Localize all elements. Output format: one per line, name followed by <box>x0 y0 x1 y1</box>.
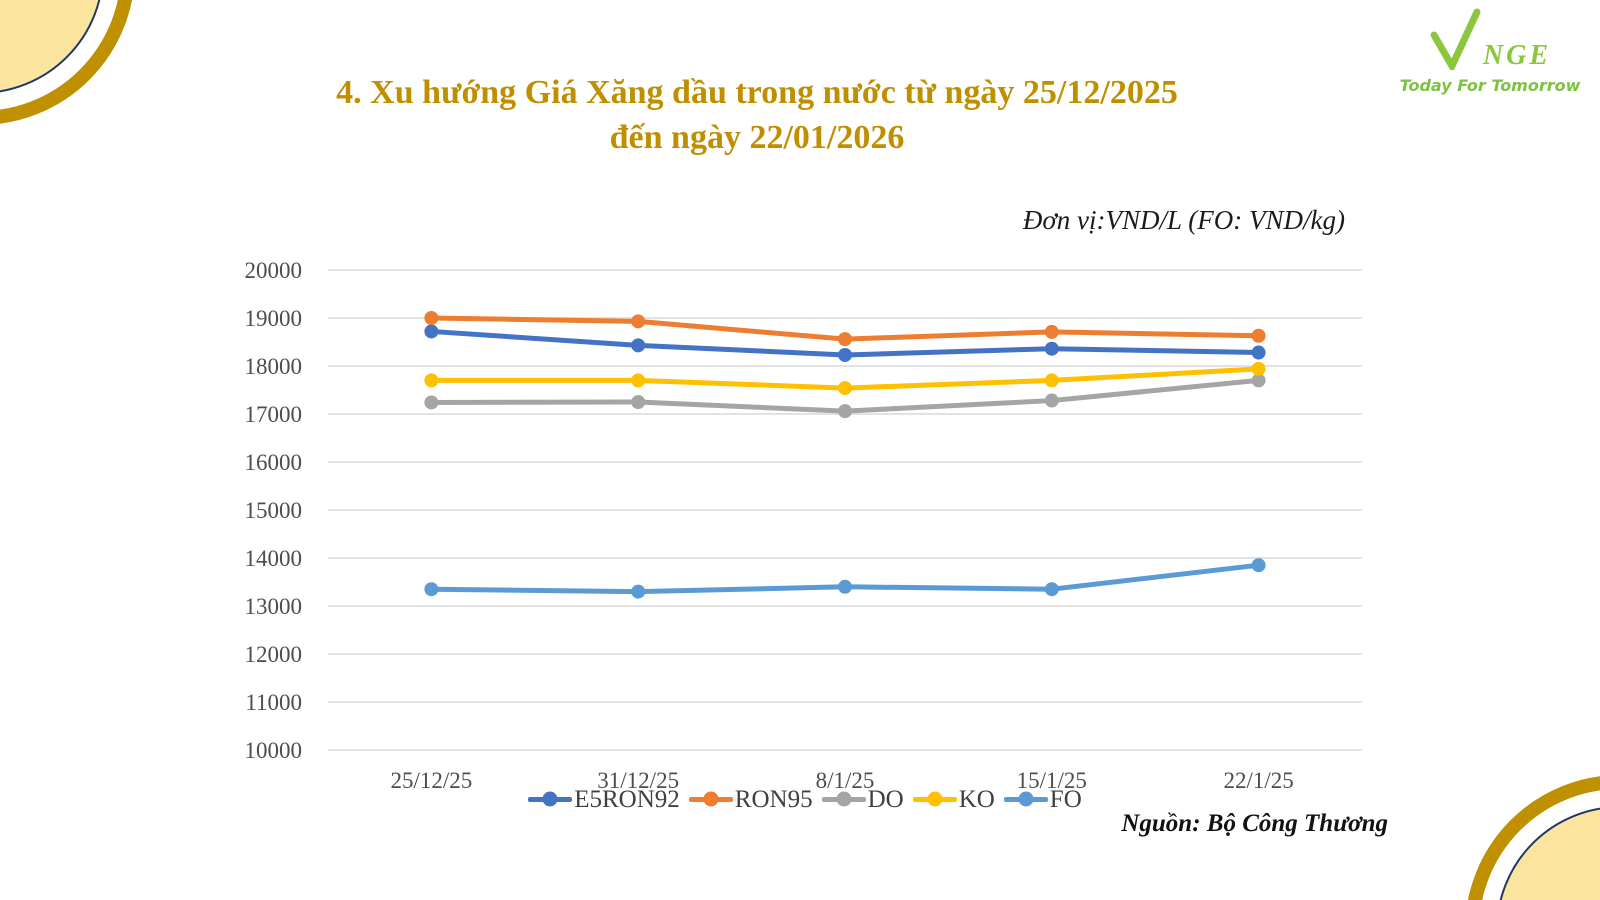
y-axis-label: 12000 <box>245 642 303 667</box>
series-marker-E5RON92 <box>1044 341 1059 356</box>
x-axis-label: 22/1/25 <box>1223 768 1293 793</box>
legend-label-DO: DO <box>867 785 904 813</box>
x-axis-label: 25/12/25 <box>391 768 473 793</box>
series-marker-RON95 <box>838 332 852 347</box>
series-marker-DO <box>424 395 439 410</box>
logo-checkmark-icon <box>1430 8 1481 70</box>
legend-marker-DO <box>821 791 866 807</box>
series-marker-DO <box>1044 393 1059 408</box>
logo: NGE Today For Tomorrow <box>1395 8 1585 95</box>
legend-marker-FO <box>1003 791 1048 807</box>
series-marker-KO <box>838 381 852 396</box>
legend-marker-dot-RON95 <box>703 791 719 807</box>
legend-item-E5RON92: E5RON92 <box>528 787 680 812</box>
y-axis-label: 14000 <box>245 546 303 571</box>
y-axis-label: 17000 <box>245 402 303 427</box>
series-marker-E5RON92 <box>631 338 646 353</box>
series-marker-RON95 <box>1044 324 1059 339</box>
line-chart: 20000 19000 18000 17000 16000 15000 14000 13000… <box>245 258 1362 793</box>
series-marker-FO <box>1251 558 1266 573</box>
logo-tagline: Today For Tomorrow <box>1399 76 1581 95</box>
y-axis-label: 11000 <box>245 690 302 715</box>
series-marker-DO <box>631 395 646 409</box>
series-marker-E5RON92 <box>1251 345 1266 360</box>
series-marker-RON95 <box>1251 328 1266 343</box>
legend-marker-E5RON92 <box>528 791 573 807</box>
series-marker-KO <box>1044 373 1059 388</box>
series-marker-FO <box>631 584 646 599</box>
series-marker-RON95 <box>631 314 646 329</box>
series-marker-KO <box>1251 361 1266 376</box>
slide-title-line1: 4. Xu hướng Giá Xăng dầu trong nước từ n… <box>336 74 1178 111</box>
y-axis-label: 13000 <box>245 594 303 619</box>
series-marker-E5RON92 <box>838 347 852 362</box>
x-axis-label: 31/12/25 <box>597 768 679 793</box>
series-marker-KO <box>424 373 439 388</box>
unit-note: Đơn vị:VND/L (FO: VND/kg) <box>1022 205 1345 235</box>
y-axis-label: 10000 <box>245 738 303 763</box>
slide-title-line2: đến ngày 22/01/2026 <box>609 119 905 156</box>
series-marker-FO <box>1044 582 1059 597</box>
series-marker-KO <box>631 373 646 388</box>
slide-title: 4. Xu hướng Giá Xăng dầu trong nước từ n… <box>57 70 1457 160</box>
legend-item-RON95: RON95 <box>688 785 813 813</box>
y-axis-label: 15000 <box>245 498 303 523</box>
series-marker-E5RON92 <box>424 324 439 339</box>
legend-label-E5RON92: E5RON92 <box>574 785 680 813</box>
series-marker-FO <box>424 582 439 597</box>
legend-item-KO: KO <box>912 785 995 813</box>
y-axis-label: 19000 <box>245 306 303 331</box>
y-axis-label: 20000 <box>245 258 303 283</box>
y-axis-label: 18000 <box>245 354 303 379</box>
x-axis-label: 15/1/25 <box>1017 768 1087 793</box>
legend-item-DO: DO <box>821 785 904 813</box>
series-marker-DO <box>838 404 852 419</box>
legend-label-FO: FO <box>1049 785 1082 813</box>
logo-row: NGE <box>1395 8 1585 71</box>
legend-marker-RON95 <box>688 791 733 807</box>
series-marker-DO <box>1251 373 1266 388</box>
x-axis-label: 8/1/25 <box>816 768 875 793</box>
legend-marker-KO <box>912 791 957 807</box>
legend-marker-dot-DO <box>836 791 852 807</box>
legend-label-KO: KO <box>958 785 995 813</box>
legend-item-FO: FO <box>1003 785 1082 813</box>
series-marker-RON95 <box>424 311 439 325</box>
legend-marker-dot-KO <box>927 791 943 807</box>
chart-legend: E5RON92 RON95 DO KO FO <box>230 783 1380 815</box>
legend-marker-dot-E5RON92 <box>542 791 558 807</box>
source-note: Nguồn: Bộ Công Thương <box>1121 810 1388 837</box>
logo-brand-text: NGE <box>1482 40 1552 71</box>
y-axis-label: 16000 <box>245 450 303 475</box>
legend-marker-dot-FO <box>1018 791 1034 807</box>
legend-label-RON95: RON95 <box>734 785 813 813</box>
series-marker-FO <box>838 579 852 594</box>
